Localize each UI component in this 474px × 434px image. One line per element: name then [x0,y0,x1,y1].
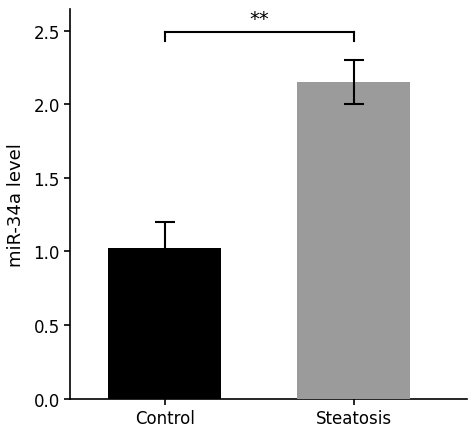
Bar [108,249,221,399]
Text: **: ** [249,10,269,29]
Y-axis label: miR-34a level: miR-34a level [7,142,25,266]
Bar [297,83,410,399]
